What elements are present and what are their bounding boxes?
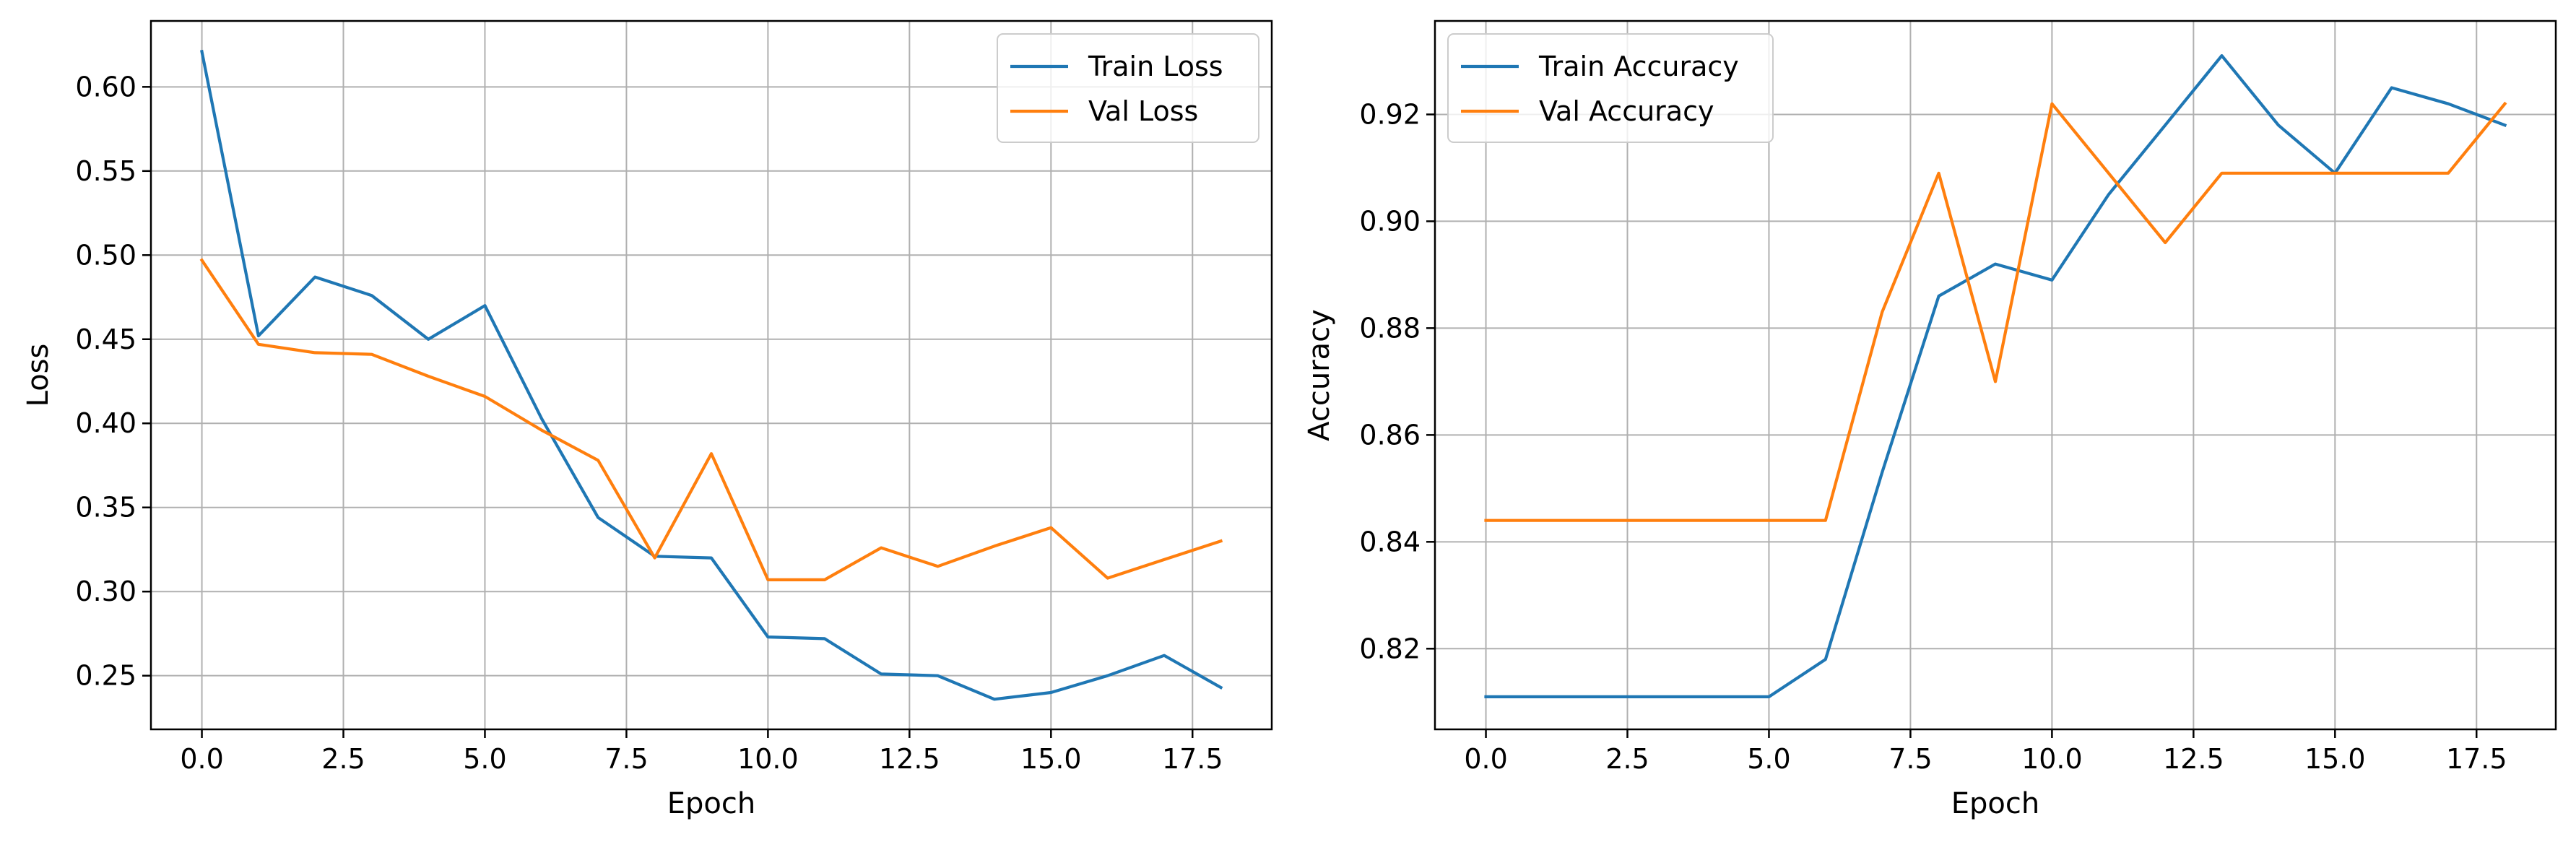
x-tick-label: 5.0 bbox=[463, 743, 506, 775]
y-axis-label: Loss bbox=[22, 344, 55, 407]
x-axis-label: Epoch bbox=[1951, 787, 2039, 820]
series-line-2 bbox=[199, 258, 1223, 582]
y-tick-label: 0.90 bbox=[1359, 205, 1421, 237]
x-tick-label: 2.5 bbox=[1605, 743, 1649, 775]
plot-frame bbox=[149, 19, 1273, 731]
y-tick-label: 0.92 bbox=[1359, 98, 1421, 130]
x-tick-label: 7.5 bbox=[604, 743, 648, 775]
chart-panel-1: 0.0 2.5 5.0 7.5 10.0 12.5 15.0 17.5 0.25 0.30 0.35… bbox=[22, 19, 1273, 820]
legend-box bbox=[997, 33, 1259, 143]
x-axis-label: Epoch bbox=[667, 787, 755, 820]
x-tick-label: 12.5 bbox=[2163, 743, 2224, 775]
grid bbox=[151, 21, 1272, 729]
x-tick-label: 2.5 bbox=[321, 743, 365, 775]
legend-label-2: Val Loss bbox=[1088, 95, 1198, 127]
y-tick-label: 0.45 bbox=[75, 324, 136, 355]
y-tick-label: 0.60 bbox=[75, 71, 136, 103]
y-tick-label: 0.88 bbox=[1359, 312, 1421, 344]
y-tick-label: 0.55 bbox=[75, 155, 136, 187]
x-tick-label: 10.0 bbox=[2021, 743, 2083, 775]
grid bbox=[1435, 21, 2556, 729]
y-tick-label: 0.86 bbox=[1359, 419, 1421, 451]
x-tick-label: 12.5 bbox=[879, 743, 940, 775]
series-line-1 bbox=[200, 49, 1223, 701]
x-tick-label: 0.0 bbox=[1464, 743, 1507, 775]
legend-box bbox=[1447, 33, 1774, 143]
series-line-2 bbox=[1484, 101, 2507, 522]
x-tick-label: 10.0 bbox=[737, 743, 799, 775]
x-tick-label: 15.0 bbox=[2304, 743, 2366, 775]
legend-label-2: Val Accuracy bbox=[1539, 95, 1714, 127]
legend: Train Loss Val Loss bbox=[997, 33, 1259, 143]
plot-frame bbox=[1434, 19, 2557, 731]
legend-label-1: Train Accuracy bbox=[1538, 51, 1739, 82]
y-tick-label: 0.35 bbox=[75, 492, 136, 524]
legend-label-1: Train Loss bbox=[1088, 51, 1223, 82]
y-axis-label: Accuracy bbox=[1303, 309, 1336, 441]
y-tick-label: 0.30 bbox=[75, 576, 136, 607]
x-tick-label: 15.0 bbox=[1020, 743, 1082, 775]
x-tick-label: 17.5 bbox=[2446, 743, 2507, 775]
x-tick-label: 17.5 bbox=[1162, 743, 1223, 775]
y-tick-label: 0.50 bbox=[75, 239, 136, 271]
y-tick-label: 0.25 bbox=[75, 660, 136, 692]
x-tick-label: 5.0 bbox=[1747, 743, 1790, 775]
y-tick-label: 0.84 bbox=[1359, 526, 1421, 557]
chart-panel-2: 0.0 2.5 5.0 7.5 10.0 12.5 15.0 17.5 0.82 0.84 0.86… bbox=[1303, 19, 2557, 820]
y-tick-label: 0.40 bbox=[75, 407, 136, 439]
legend: Train Accuracy Val Accuracy bbox=[1447, 33, 1774, 143]
x-tick-label: 0.0 bbox=[180, 743, 223, 775]
y-tick-label: 0.82 bbox=[1359, 633, 1421, 664]
x-tick-label: 7.5 bbox=[1888, 743, 1932, 775]
